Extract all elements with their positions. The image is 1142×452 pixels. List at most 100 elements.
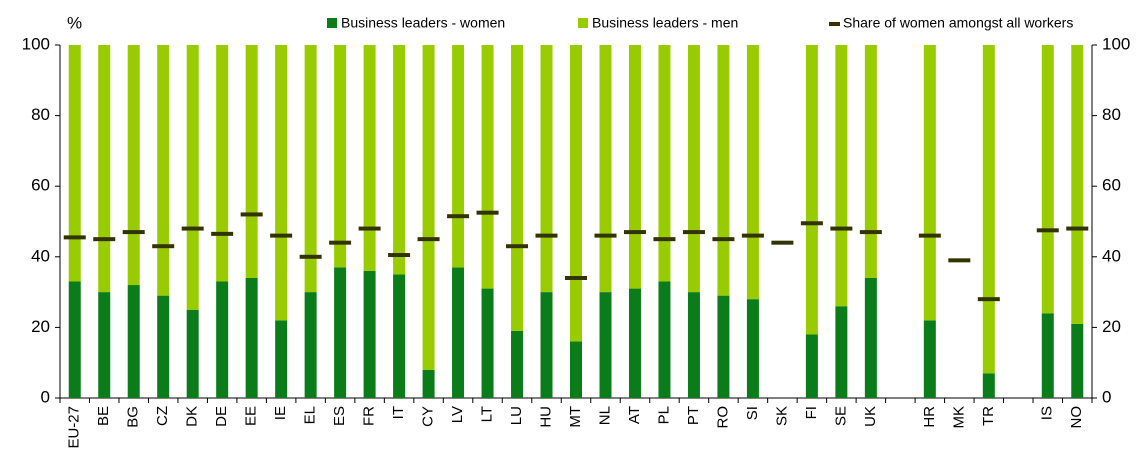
share-marker bbox=[830, 226, 853, 231]
bar-segment bbox=[923, 320, 936, 398]
bar-segment bbox=[570, 341, 582, 398]
x-tick-label: TR bbox=[980, 406, 997, 426]
x-tick-label: LV bbox=[449, 406, 466, 423]
bar-segment bbox=[127, 285, 140, 398]
bar-segment bbox=[422, 45, 435, 370]
bar-segment bbox=[835, 306, 848, 398]
x-tick-label: NO bbox=[1068, 406, 1085, 429]
share-marker bbox=[122, 230, 145, 235]
bar-segment bbox=[511, 45, 524, 331]
share-marker bbox=[653, 237, 676, 242]
share-marker bbox=[270, 233, 293, 238]
y-tick-label: 100 bbox=[22, 34, 50, 53]
legend-label: Business leaders - women bbox=[341, 15, 505, 31]
y2-tick-label: 40 bbox=[1102, 246, 1121, 265]
bar-segment bbox=[98, 292, 111, 398]
legend-label: Share of women amongst all workers bbox=[843, 15, 1073, 31]
bar-segment bbox=[864, 45, 877, 278]
y2-tick-label: 60 bbox=[1102, 176, 1121, 195]
x-tick-label: BE bbox=[95, 406, 112, 426]
bar-segment bbox=[157, 295, 170, 398]
share-marker bbox=[918, 233, 941, 238]
share-marker bbox=[388, 253, 411, 258]
x-tick-label: CY bbox=[420, 406, 437, 427]
y-tick-label: 40 bbox=[31, 246, 50, 265]
x-tick-label: ES bbox=[331, 406, 348, 426]
bar-segment bbox=[186, 45, 199, 310]
bar-segment bbox=[334, 267, 347, 398]
x-tick-label: BG bbox=[125, 406, 142, 428]
x-tick-label: HR bbox=[921, 406, 938, 428]
x-tick-label: LT bbox=[479, 406, 496, 422]
bar-segment bbox=[1071, 323, 1084, 398]
bar-segment bbox=[511, 330, 524, 398]
bar-segment bbox=[422, 369, 435, 398]
bar-segment bbox=[245, 45, 258, 278]
bar-segment bbox=[864, 277, 877, 398]
legend-label: Business leaders - men bbox=[592, 15, 738, 31]
x-tick-label: MK bbox=[950, 406, 967, 429]
bar-segment bbox=[275, 45, 288, 321]
y-tick-label: 60 bbox=[31, 176, 50, 195]
share-marker bbox=[565, 275, 587, 280]
bar-segment bbox=[216, 281, 229, 398]
bar-segment bbox=[805, 334, 818, 398]
y2-tick-label: 80 bbox=[1102, 105, 1121, 124]
bar-segment bbox=[717, 295, 730, 398]
x-tick-label: EE bbox=[243, 406, 260, 426]
x-tick-label: MT bbox=[567, 406, 584, 428]
x-tick-label: FR bbox=[361, 406, 378, 426]
bar-segment bbox=[68, 45, 81, 282]
bar-segment bbox=[393, 45, 406, 275]
bar-segment bbox=[570, 45, 582, 342]
share-marker bbox=[741, 233, 764, 238]
bar-segment bbox=[68, 281, 81, 398]
x-tick-label: FI bbox=[803, 406, 820, 419]
bar-segment bbox=[1041, 45, 1054, 314]
bar-segment bbox=[982, 45, 995, 374]
y2-tick-label: 100 bbox=[1102, 34, 1130, 53]
bar-segment bbox=[304, 292, 317, 398]
bar-segment bbox=[658, 281, 671, 398]
y-tick-label: 0 bbox=[41, 387, 50, 406]
y2-tick-label: 0 bbox=[1102, 387, 1111, 406]
share-marker bbox=[447, 214, 470, 219]
bar-segment bbox=[835, 45, 848, 307]
bar-segment bbox=[982, 373, 995, 398]
bar-segment bbox=[216, 45, 229, 282]
bar-segment bbox=[599, 45, 612, 293]
share-marker bbox=[358, 226, 381, 231]
y-tick-label: 80 bbox=[31, 105, 50, 124]
share-marker bbox=[506, 244, 529, 249]
share-marker bbox=[240, 212, 263, 217]
x-tick-label: DK bbox=[184, 406, 201, 427]
x-tick-label: UK bbox=[862, 406, 879, 427]
y-tick-label: 20 bbox=[31, 317, 50, 336]
share-marker bbox=[712, 237, 735, 242]
bar-segment bbox=[393, 274, 406, 398]
x-tick-label: IE bbox=[272, 406, 289, 420]
x-tick-label: PT bbox=[685, 406, 702, 425]
bar-segment bbox=[746, 299, 759, 398]
bar-segment bbox=[923, 45, 936, 321]
bar-segment bbox=[452, 267, 465, 398]
bar-segment bbox=[687, 292, 700, 398]
share-marker bbox=[211, 231, 234, 236]
bar-segment bbox=[628, 45, 641, 289]
bar-segment bbox=[1041, 313, 1054, 398]
share-marker bbox=[476, 210, 499, 215]
x-tick-label: RO bbox=[714, 406, 731, 429]
x-tick-label: EU-27 bbox=[66, 406, 83, 449]
bar-segment bbox=[127, 45, 140, 286]
y2-tick-label: 20 bbox=[1102, 317, 1121, 336]
share-marker bbox=[1036, 228, 1059, 233]
bar-segment bbox=[363, 270, 376, 398]
share-marker bbox=[181, 226, 204, 231]
x-tick-label: EL bbox=[302, 406, 319, 424]
bar-segment bbox=[481, 45, 494, 289]
share-marker bbox=[535, 233, 558, 238]
share-marker bbox=[623, 230, 646, 235]
x-tick-label: AT bbox=[626, 406, 643, 424]
share-marker bbox=[63, 235, 86, 240]
